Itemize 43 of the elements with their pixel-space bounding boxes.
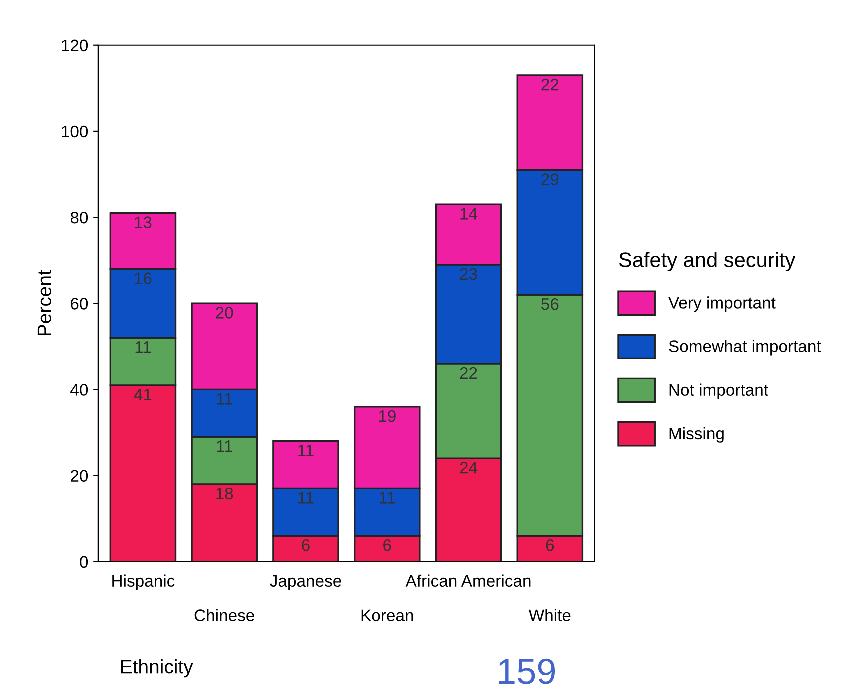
data-label: 11: [298, 492, 314, 504]
data-label: 11: [136, 342, 152, 354]
data-label: 6: [302, 539, 310, 552]
legend-title: Safety and security: [619, 252, 796, 272]
data-label: 14: [460, 208, 478, 220]
data-label: 29: [542, 174, 559, 186]
data-label: 20: [216, 307, 234, 319]
data-label: 22: [542, 78, 559, 91]
legend-label: Missing: [670, 427, 724, 443]
x-axis-title: Ethnicity: [121, 659, 194, 678]
data-label: 11: [217, 393, 232, 405]
data-label: 41: [134, 389, 152, 400]
legend-label: Somewhat important: [669, 340, 822, 356]
y-tick-label: 100: [62, 126, 88, 138]
y-axis-title: Percent: [38, 270, 52, 336]
x-tick-label: African American: [406, 574, 531, 588]
x-tick-label: White: [528, 609, 571, 622]
data-label: 13: [135, 216, 152, 228]
y-tick-label: 0: [80, 556, 88, 568]
data-label: 11: [217, 440, 232, 452]
data-label: 11: [380, 492, 396, 504]
data-label: 18: [216, 488, 234, 500]
y-tick-label: 40: [70, 384, 88, 396]
data-label: 6: [546, 539, 554, 552]
data-label: 22: [460, 367, 478, 379]
data-label: 16: [135, 272, 152, 284]
data-label: 24: [460, 462, 478, 474]
x-tick-label: Chinese: [194, 609, 254, 622]
legend-label: Not important: [670, 384, 768, 400]
y-tick-label: 80: [70, 212, 88, 224]
legend-label: Very important: [668, 296, 776, 312]
data-label: 11: [298, 444, 314, 456]
x-tick-label: Hispanic: [112, 574, 175, 590]
data-label: 19: [379, 410, 396, 422]
x-tick-label: Korean: [362, 610, 414, 622]
y-tick-label: 60: [71, 298, 88, 310]
y-tick-label: 120: [62, 40, 88, 52]
data-label: 56: [542, 298, 559, 310]
data-label: 23: [460, 268, 478, 280]
x-tick-label: Japanese: [270, 575, 342, 590]
y-tick-label: 20: [71, 470, 88, 482]
data-label: 6: [384, 539, 392, 552]
text: 159: [499, 658, 556, 684]
